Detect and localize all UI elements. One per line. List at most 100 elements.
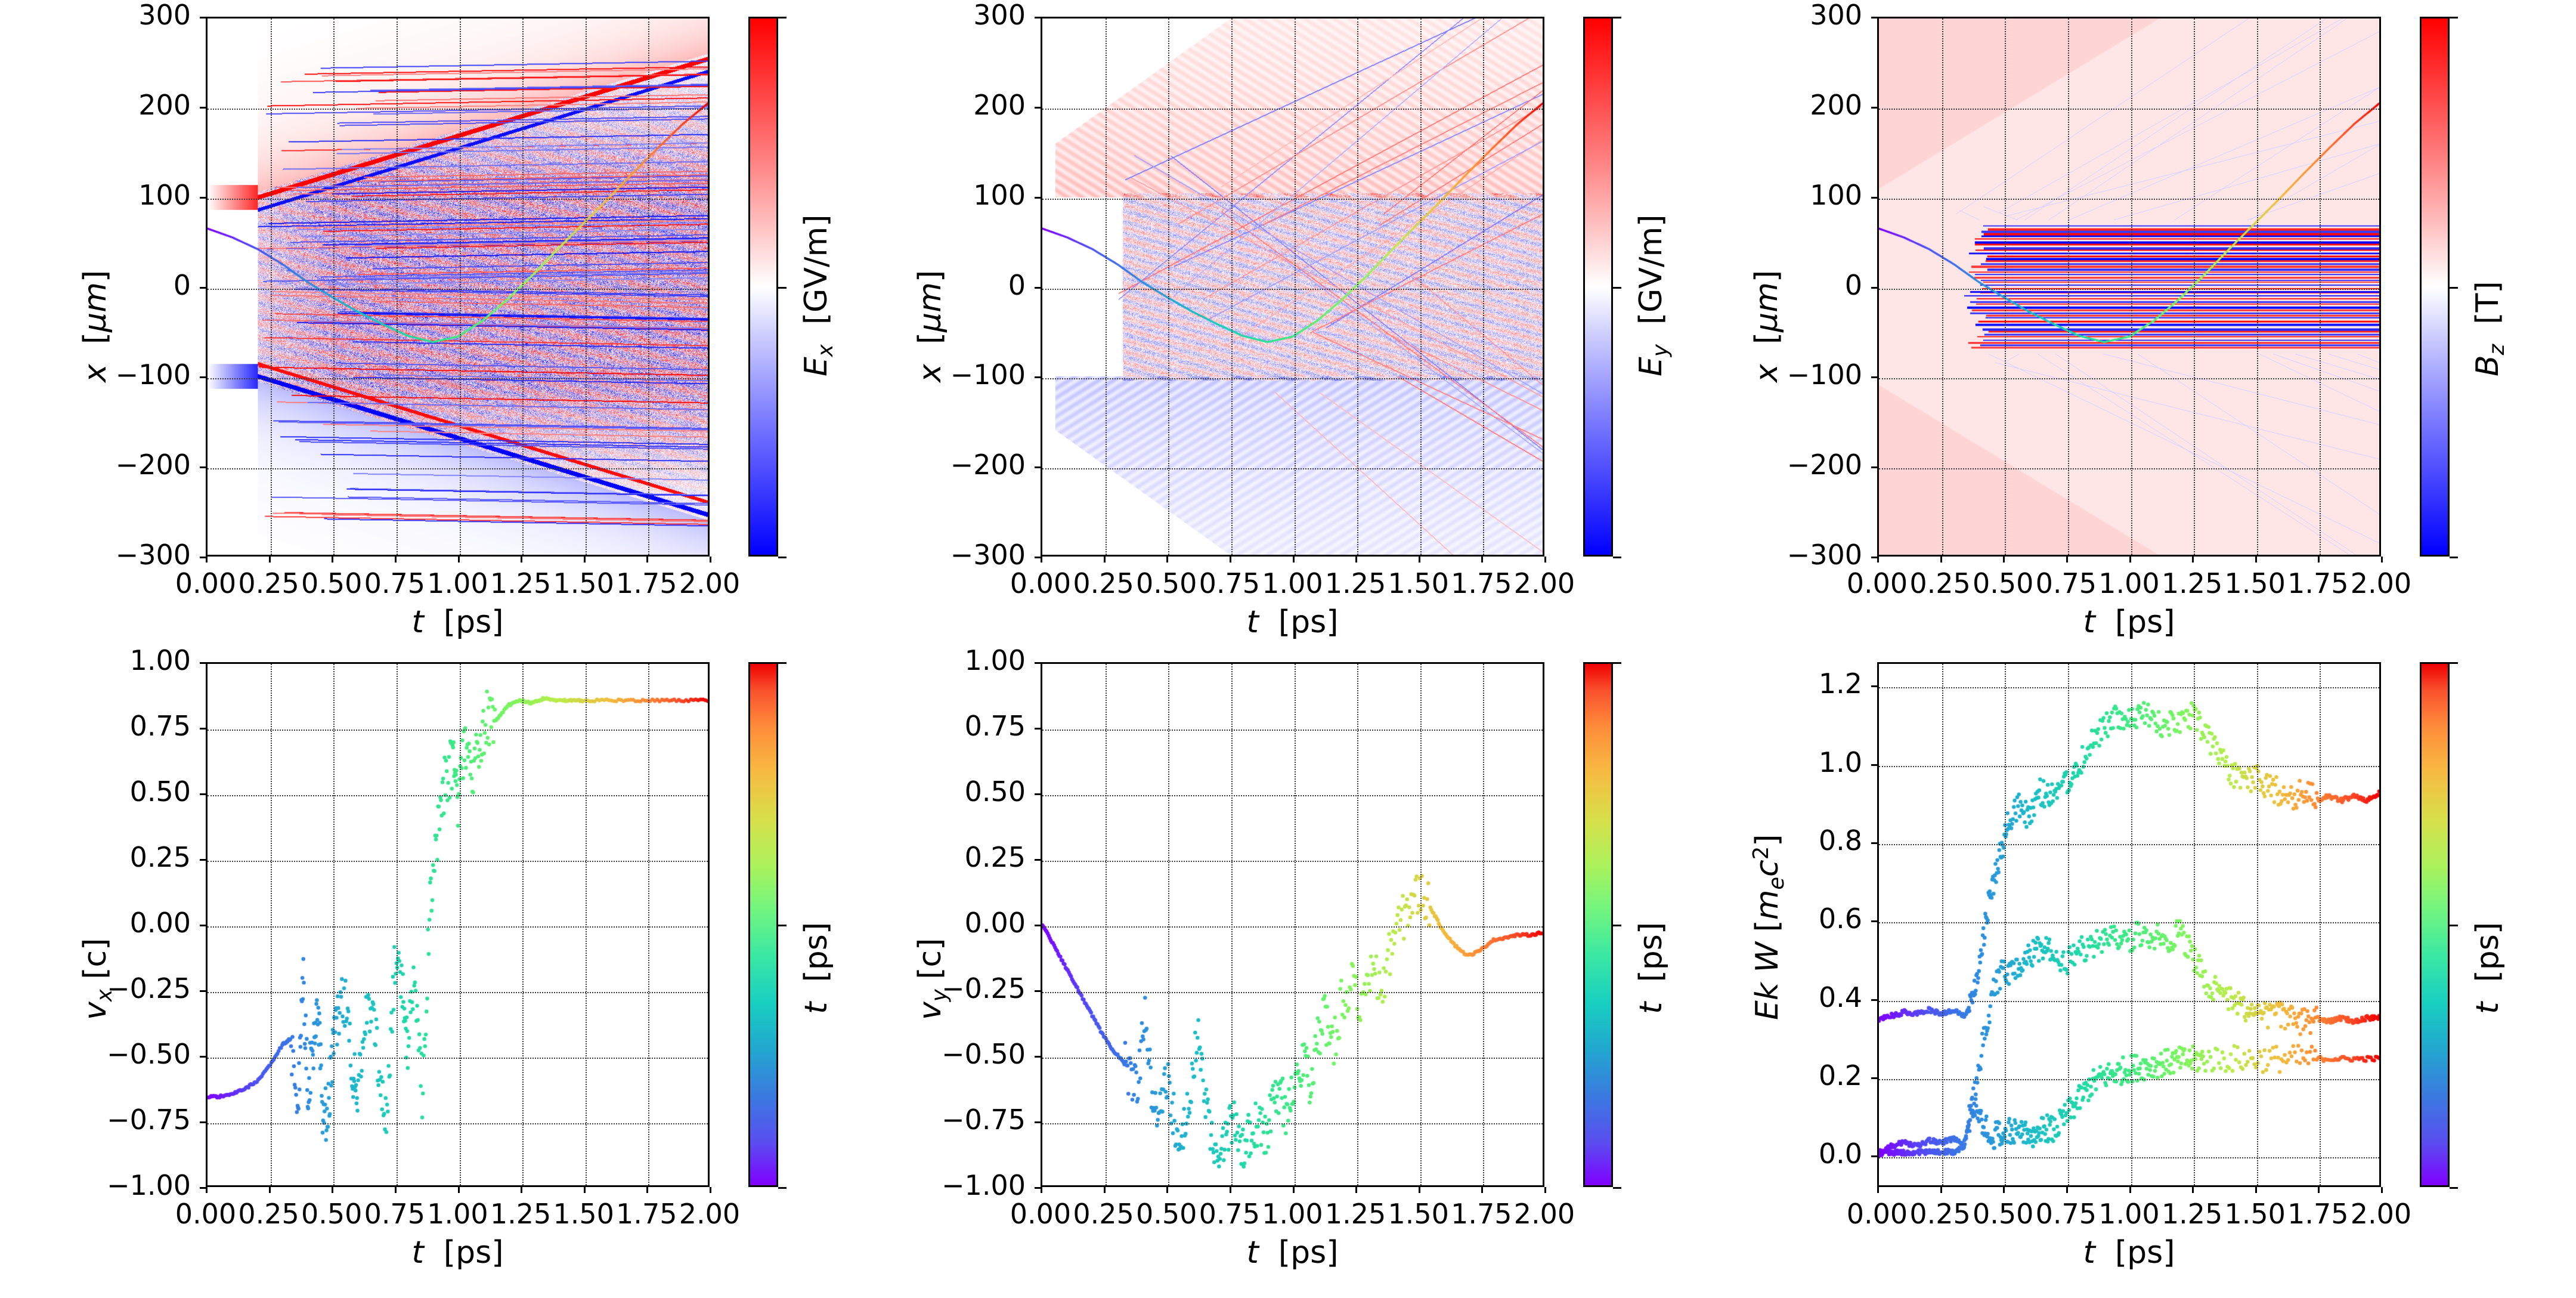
panel-vx-yticklabel: −0.25	[107, 972, 191, 1005]
panel-vx-xtick	[394, 1187, 397, 1193]
panel-ey-ytick	[1035, 17, 1041, 18]
panel-ex-xtick	[457, 557, 460, 563]
panel-ey-yticklabel: −100	[950, 359, 1026, 391]
panel-vy-colorbar-tick	[1613, 925, 1621, 926]
panel-ex-colorbar-title: Ex [GV/m]	[798, 214, 838, 376]
panel-ex-ytick	[200, 196, 206, 199]
panel-ey-xticklabel: 1.25	[1324, 567, 1386, 599]
panel-vy-xtick	[1292, 1187, 1295, 1193]
panel-ex-ytick	[200, 17, 206, 18]
panel-vx-xticklabel: 0.00	[175, 1198, 237, 1230]
panel-bz-xtick	[2318, 557, 2320, 563]
panel-bz-yticklabel: 100	[1810, 178, 1862, 211]
panel-ex-xticklabel: 0.75	[364, 567, 426, 599]
panel-ek-xticklabel: 1.50	[2224, 1198, 2286, 1230]
panel-ek-ytick	[1871, 1077, 1877, 1080]
panel-bz-ytick	[1871, 466, 1877, 469]
panel-bz-plot-area	[1879, 18, 2379, 555]
panel-vy-xtick	[1481, 1187, 1484, 1193]
panel-ek-plot-area	[1879, 664, 2379, 1185]
panel-vx-yticklabel: 0.75	[129, 710, 191, 742]
panel-ey-xticklabel: 1.50	[1388, 567, 1449, 599]
panel-vy-xticklabel: 1.50	[1388, 1198, 1449, 1230]
panel-ek-xticklabel: 1.75	[2287, 1198, 2349, 1230]
panel-ex-xtick	[646, 557, 649, 563]
panel-bz-yticklabel: 200	[1810, 88, 1862, 121]
panel-vy-ytick	[1035, 1121, 1041, 1123]
panel-bz-ytick	[1871, 106, 1877, 109]
panel-bz-yticklabel: 300	[1810, 0, 1862, 31]
panel-ex-xtick	[332, 557, 334, 563]
panel-vx-ytick	[200, 793, 206, 795]
panel-ek-xtick	[2318, 1187, 2320, 1193]
panel-vy-xtick	[1041, 1187, 1042, 1193]
panel-ex-xticklabel: 0.25	[238, 567, 299, 599]
panel-ey-xtick	[1418, 557, 1420, 563]
panel-vy-ytick	[1035, 990, 1041, 992]
panel-bz-xtick	[2381, 557, 2383, 563]
panel-ex-axes	[206, 17, 710, 557]
panel-vy-xticklabel: 1.00	[1262, 1198, 1323, 1230]
panel-ek-ytick	[1871, 842, 1877, 845]
panel-vx-xticklabel: 1.75	[616, 1198, 677, 1230]
panel-vy-ytick	[1035, 1056, 1041, 1058]
panel-ex-yticklabel: 100	[138, 178, 191, 211]
panel-ek-yticklabel: 1.2	[1818, 667, 1862, 700]
panel-ex-xtick	[268, 557, 271, 563]
panel-vy-yticklabel: −1.00	[942, 1169, 1026, 1201]
panel-vy-ytick	[1035, 859, 1041, 861]
panel-bz-yaxis-title: x [μm]	[1749, 270, 1785, 382]
panel-vy-colorbar	[1583, 662, 1613, 1187]
panel-ey-xtick	[1481, 557, 1484, 563]
panel-bz-ytick	[1871, 376, 1877, 379]
panel-vx-xtick	[646, 1187, 649, 1193]
panel-vy-yaxis-title: vy [c]	[912, 938, 952, 1020]
panel-ex-xticklabel: 0.50	[301, 567, 363, 599]
panel-ey-ytick	[1035, 376, 1041, 379]
panel-ey-xticklabel: 0.50	[1136, 567, 1197, 599]
panel-bz-yticklabel: −200	[1787, 449, 1862, 481]
panel-vy-yticklabel: −0.75	[942, 1104, 1026, 1136]
panel-vx-ytick	[200, 728, 206, 730]
panel-bz-ytick	[1871, 286, 1877, 289]
panel-ex-ytick	[200, 557, 206, 558]
panel-bz-colorbar-title: Bz [T]	[2470, 280, 2509, 376]
panel-bz-colorbar-tick	[2450, 17, 2458, 18]
panel-ey-yticklabel: 300	[973, 0, 1026, 31]
panel-vy-xtick	[1418, 1187, 1420, 1193]
panel-ek-yticklabel: 0.4	[1818, 981, 1862, 1013]
panel-vy-xtick	[1103, 1187, 1106, 1193]
panel-ex-xticklabel: 2.00	[679, 567, 741, 599]
panel-ek-xtick	[1940, 1187, 1942, 1193]
panel-ex-ytick	[200, 466, 206, 469]
panel-ey-ytick	[1035, 466, 1041, 469]
panel-vy-xticklabel: 0.25	[1073, 1198, 1134, 1230]
panel-vx-yticklabel: −1.00	[107, 1169, 191, 1201]
panel-vy-yticklabel: −0.25	[942, 972, 1026, 1005]
panel-vy-xaxis-title: t [ps]	[1246, 1235, 1339, 1271]
panel-ey-xaxis-title: t [ps]	[1246, 604, 1339, 640]
panel-bz-yticklabel: −300	[1787, 539, 1862, 571]
panel-ek-yticklabel: 0.8	[1818, 824, 1862, 857]
panel-vy-scatter	[1042, 664, 1543, 1185]
panel-ey-xticklabel: 0.00	[1010, 567, 1072, 599]
panel-ey-xticklabel: 2.00	[1513, 567, 1575, 599]
panel-ek-yticklabel: 1.0	[1818, 746, 1862, 778]
panel-bz-xtick	[2066, 557, 2068, 563]
panel-vy-xticklabel: 0.50	[1136, 1198, 1197, 1230]
panel-bz-xaxis-title: t [ps]	[2083, 604, 2175, 640]
panel-ex-yticklabel: 300	[138, 0, 191, 31]
panel-vy-yticklabel: 0.75	[964, 710, 1026, 742]
panel-vx-xticklabel: 0.25	[238, 1198, 299, 1230]
panel-bz-yticklabel: 0	[1844, 268, 1862, 301]
panel-ex-xticklabel: 1.50	[553, 567, 614, 599]
panel-vy-xticklabel: 0.75	[1199, 1198, 1261, 1230]
panel-bz-xticklabel: 1.50	[2224, 567, 2286, 599]
panel-vx-colorbar	[748, 662, 778, 1187]
panel-ex-xticklabel: 1.00	[427, 567, 488, 599]
panel-ek-xticklabel: 0.25	[1909, 1198, 1971, 1230]
panel-vx-yticklabel: −0.75	[107, 1104, 191, 1136]
panel-ex-xtick	[394, 557, 397, 563]
panel-ek-xtick	[2255, 1187, 2257, 1193]
panel-bz-ytick	[1871, 557, 1877, 558]
